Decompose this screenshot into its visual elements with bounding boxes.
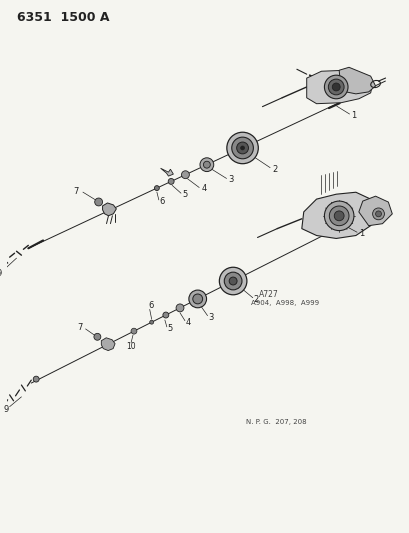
Circle shape	[181, 171, 189, 179]
Polygon shape	[160, 168, 173, 176]
Circle shape	[333, 211, 343, 221]
Text: 1: 1	[351, 110, 356, 119]
Text: 2: 2	[253, 295, 258, 304]
Text: 5: 5	[182, 190, 187, 199]
Text: A727: A727	[258, 290, 278, 299]
Text: 9: 9	[0, 269, 2, 278]
Circle shape	[328, 79, 343, 95]
Text: N. P. G.  207, 208: N. P. G. 207, 208	[245, 419, 306, 425]
Polygon shape	[338, 67, 375, 94]
Text: 7: 7	[78, 324, 83, 333]
Polygon shape	[102, 203, 116, 216]
Text: 6: 6	[148, 301, 154, 310]
Circle shape	[203, 161, 210, 168]
Circle shape	[94, 333, 101, 340]
Text: A904,  A998,  A999: A904, A998, A999	[250, 301, 318, 306]
Circle shape	[192, 294, 202, 304]
Circle shape	[224, 272, 241, 290]
Circle shape	[168, 179, 174, 184]
Circle shape	[33, 376, 39, 382]
Text: 10: 10	[126, 342, 135, 351]
Text: 7: 7	[73, 187, 78, 196]
Circle shape	[154, 185, 159, 191]
Text: 3: 3	[228, 175, 233, 184]
Circle shape	[131, 328, 137, 334]
Circle shape	[372, 208, 384, 220]
Polygon shape	[306, 70, 372, 104]
Circle shape	[331, 83, 339, 91]
Circle shape	[240, 146, 244, 150]
Circle shape	[175, 304, 184, 312]
Text: 6: 6	[160, 197, 165, 206]
Circle shape	[200, 158, 213, 172]
Text: 9: 9	[4, 405, 9, 414]
Text: 5: 5	[167, 324, 173, 333]
Circle shape	[328, 206, 348, 225]
Circle shape	[231, 137, 253, 159]
Circle shape	[324, 201, 353, 231]
Circle shape	[189, 290, 206, 308]
Circle shape	[162, 312, 169, 318]
Text: 6351  1500 A: 6351 1500 A	[16, 11, 109, 23]
Circle shape	[94, 198, 102, 206]
Polygon shape	[301, 192, 375, 238]
Polygon shape	[358, 196, 391, 225]
Circle shape	[219, 267, 246, 295]
Circle shape	[375, 211, 380, 217]
Text: 1: 1	[358, 229, 364, 238]
Polygon shape	[101, 338, 115, 351]
Circle shape	[149, 320, 153, 324]
Text: 4: 4	[201, 184, 206, 193]
Circle shape	[324, 75, 347, 99]
Circle shape	[236, 142, 248, 154]
Text: 3: 3	[208, 313, 213, 322]
Circle shape	[226, 132, 258, 164]
Circle shape	[229, 277, 236, 285]
Text: 4: 4	[185, 318, 191, 327]
Text: 2: 2	[272, 165, 276, 174]
